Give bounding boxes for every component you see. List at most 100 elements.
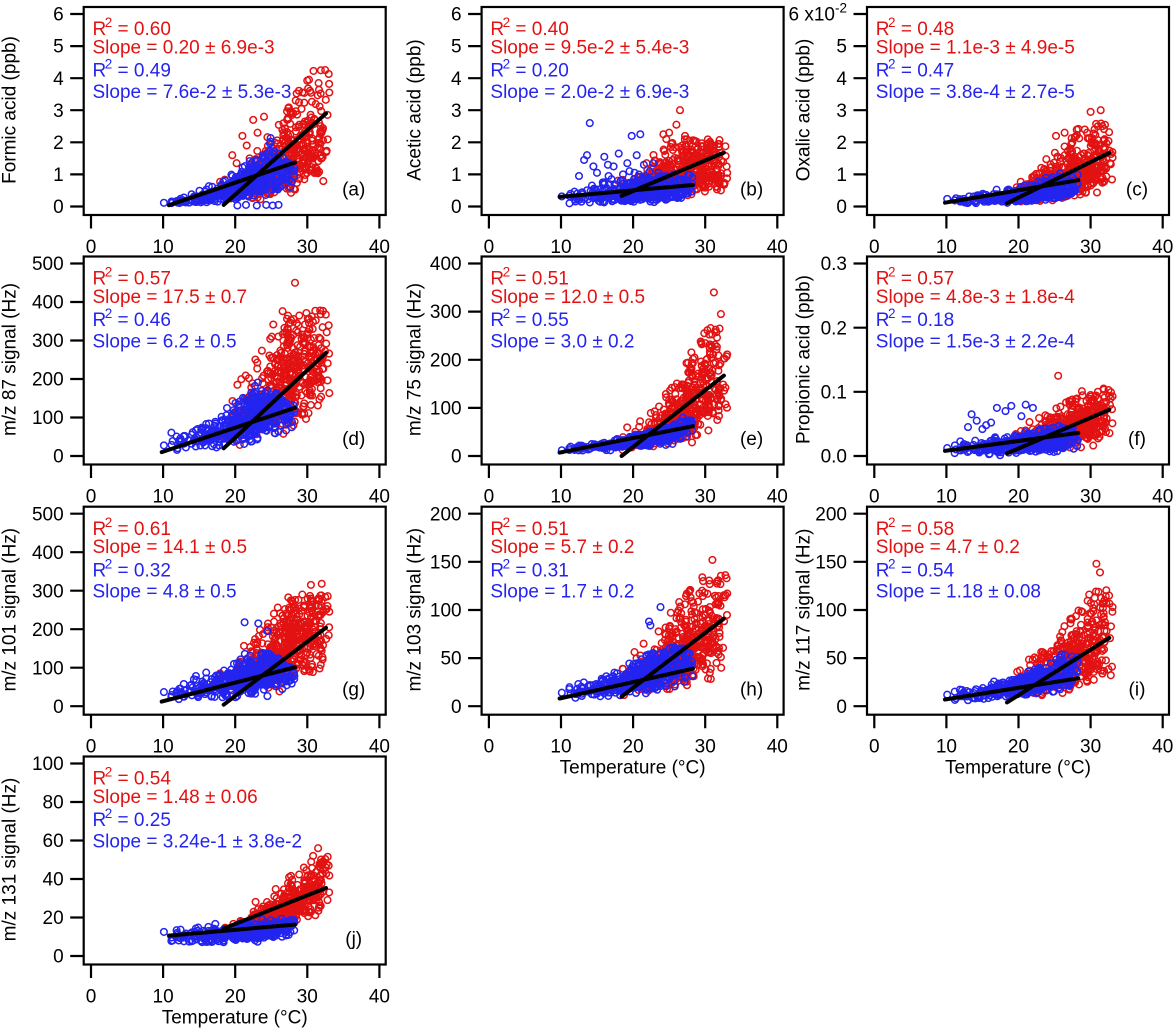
svg-text:400: 400 [430, 254, 462, 275]
svg-text:40: 40 [767, 737, 788, 758]
svg-text:R2 = 0.51: R2 = 0.51 [490, 265, 568, 290]
svg-text:0: 0 [484, 237, 495, 258]
svg-text:m/z 131 signal (Hz): m/z 131 signal (Hz) [0, 778, 21, 942]
svg-text:400: 400 [32, 293, 64, 314]
svg-text:R2 = 0.57: R2 = 0.57 [876, 265, 954, 290]
svg-text:0: 0 [869, 487, 880, 508]
svg-text:m/z 87 signal (Hz): m/z 87 signal (Hz) [0, 283, 21, 436]
svg-text:0.2: 0.2 [821, 318, 847, 339]
svg-text:R2 = 0.32: R2 = 0.32 [93, 556, 171, 581]
svg-text:Slope = 1.7 ± 0.2: Slope = 1.7 ± 0.2 [490, 582, 634, 603]
svg-text:Slope = 17.5 ± 0.7: Slope = 17.5 ± 0.7 [93, 287, 248, 308]
svg-text:5: 5 [53, 37, 64, 58]
svg-text:Slope = 1.18 ± 0.08: Slope = 1.18 ± 0.08 [876, 582, 1041, 603]
svg-text:300: 300 [430, 302, 462, 323]
svg-text:Slope = 9.5e-2 ± 5.4e-3: Slope = 9.5e-2 ± 5.4e-3 [490, 37, 689, 58]
svg-text:R2 = 0.48: R2 = 0.48 [876, 15, 954, 40]
svg-text:0: 0 [869, 737, 880, 758]
svg-text:0: 0 [86, 237, 97, 258]
svg-text:30: 30 [297, 737, 318, 758]
svg-text:(h): (h) [740, 679, 763, 700]
svg-text:R2 = 0.58: R2 = 0.58 [876, 515, 954, 540]
svg-text:10: 10 [153, 487, 174, 508]
svg-text:0: 0 [836, 697, 847, 718]
svg-text:50: 50 [826, 649, 847, 670]
svg-text:0: 0 [869, 237, 880, 258]
svg-text:R2 = 0.57: R2 = 0.57 [93, 265, 171, 290]
svg-text:1: 1 [53, 165, 64, 186]
svg-text:R2 = 0.46: R2 = 0.46 [93, 306, 171, 331]
svg-text:40: 40 [767, 487, 788, 508]
svg-text:(f): (f) [1128, 429, 1146, 450]
svg-text:Oxalic acid (ppb): Oxalic acid (ppb) [794, 39, 815, 182]
svg-text:30: 30 [1080, 237, 1101, 258]
svg-text:Slope = 1.5e-3 ± 2.2e-4: Slope = 1.5e-3 ± 2.2e-4 [876, 332, 1075, 353]
svg-text:0: 0 [53, 947, 64, 968]
svg-text:R2 = 0.47: R2 = 0.47 [876, 57, 954, 82]
svg-text:Slope = 3.0 ± 0.2: Slope = 3.0 ± 0.2 [490, 332, 634, 353]
svg-text:Slope = 4.8e-3 ± 1.8e-4: Slope = 4.8e-3 ± 1.8e-4 [876, 287, 1075, 308]
svg-text:150: 150 [430, 552, 462, 573]
svg-text:40: 40 [369, 737, 390, 758]
svg-text:100: 100 [430, 601, 462, 622]
svg-text:10: 10 [153, 737, 174, 758]
svg-text:0: 0 [451, 197, 462, 218]
svg-text:30: 30 [695, 737, 716, 758]
svg-text:40: 40 [1152, 737, 1173, 758]
svg-text:4: 4 [53, 69, 64, 90]
svg-text:m/z 75 signal (Hz): m/z 75 signal (Hz) [405, 283, 426, 436]
svg-text:0: 0 [484, 487, 495, 508]
svg-text:Slope = 3.24e-1 ± 3.8e-2: Slope = 3.24e-1 ± 3.8e-2 [93, 832, 303, 853]
svg-text:Slope = 2.0e-2 ± 6.9e-3: Slope = 2.0e-2 ± 6.9e-3 [490, 82, 689, 103]
svg-text:5: 5 [451, 37, 462, 58]
svg-text:20: 20 [623, 237, 644, 258]
svg-text:500: 500 [32, 254, 64, 275]
svg-text:Slope = 14.1 ± 0.5: Slope = 14.1 ± 0.5 [93, 537, 248, 558]
svg-text:Slope = 5.7 ± 0.2: Slope = 5.7 ± 0.2 [490, 537, 634, 558]
svg-text:40: 40 [369, 487, 390, 508]
svg-text:Slope = 1.1e-3 ± 4.9e-5: Slope = 1.1e-3 ± 4.9e-5 [876, 37, 1075, 58]
svg-text:3: 3 [451, 101, 462, 122]
svg-text:20: 20 [1008, 487, 1029, 508]
svg-text:Propionic acid (ppb): Propionic acid (ppb) [794, 275, 815, 444]
svg-text:Temperature (°C): Temperature (°C) [162, 1008, 308, 1029]
svg-text:20: 20 [225, 487, 246, 508]
svg-text:(e): (e) [740, 429, 763, 450]
svg-text:100: 100 [430, 399, 462, 420]
svg-text:0: 0 [53, 447, 64, 468]
svg-text:0: 0 [451, 447, 462, 468]
svg-text:0: 0 [86, 487, 97, 508]
svg-text:200: 200 [430, 350, 462, 371]
svg-text:30: 30 [297, 237, 318, 258]
svg-text:Slope = 7.6e-2 ± 5.3e-3: Slope = 7.6e-2 ± 5.3e-3 [93, 82, 292, 103]
svg-text:6: 6 [451, 5, 462, 26]
svg-text:(c): (c) [1126, 180, 1148, 201]
svg-text:200: 200 [430, 504, 462, 525]
svg-text:Temperature (°C): Temperature (°C) [560, 758, 706, 779]
svg-text:0: 0 [53, 697, 64, 718]
svg-text:(i): (i) [1129, 679, 1146, 700]
svg-text:3: 3 [836, 101, 847, 122]
svg-text:10: 10 [153, 987, 174, 1008]
svg-text:100: 100 [815, 601, 847, 622]
svg-text:10: 10 [936, 487, 957, 508]
svg-text:Slope = 6.2 ± 0.5: Slope = 6.2 ± 0.5 [93, 332, 237, 353]
svg-text:30: 30 [1080, 487, 1101, 508]
svg-text:(b): (b) [740, 180, 763, 201]
svg-text:10: 10 [550, 237, 571, 258]
svg-text:R2 = 0.54: R2 = 0.54 [876, 556, 955, 581]
svg-text:Slope = 0.20 ± 6.9e-3: Slope = 0.20 ± 6.9e-3 [93, 37, 275, 58]
svg-text:0: 0 [451, 697, 462, 718]
svg-text:200: 200 [32, 370, 64, 391]
svg-text:0: 0 [836, 197, 847, 218]
svg-text:150: 150 [815, 552, 847, 573]
svg-text:R2 = 0.61: R2 = 0.61 [93, 515, 171, 540]
svg-text:0.0: 0.0 [821, 447, 847, 468]
svg-text:200: 200 [32, 620, 64, 641]
svg-text:10: 10 [936, 737, 957, 758]
svg-text:4: 4 [836, 69, 847, 90]
svg-text:10: 10 [936, 237, 957, 258]
svg-text:40: 40 [1152, 487, 1173, 508]
svg-text:300: 300 [32, 331, 64, 352]
svg-text:10: 10 [550, 737, 571, 758]
